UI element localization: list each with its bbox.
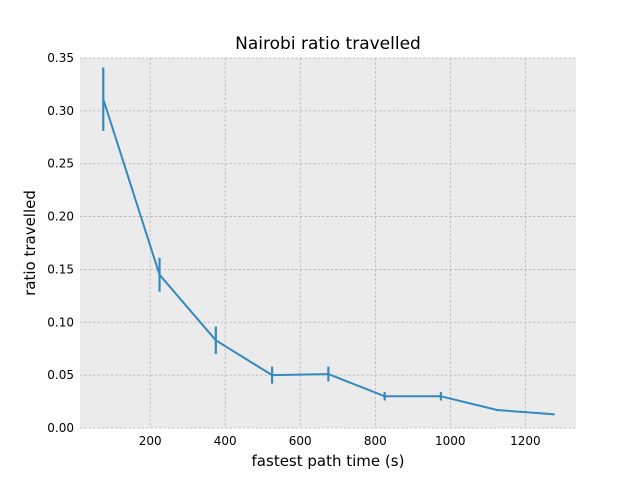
y-axis-label: ratio travelled xyxy=(21,190,39,296)
x-axis-label: fastest path time (s) xyxy=(252,452,405,470)
y-tick-label: 0.10 xyxy=(47,315,74,329)
y-tick-label: 0.25 xyxy=(47,157,74,171)
x-tick-label: 200 xyxy=(139,434,162,448)
series-lines xyxy=(102,98,554,416)
y-tick-label: 0.00 xyxy=(47,421,74,435)
plot-area xyxy=(80,58,576,428)
x-tick-label: 1000 xyxy=(435,434,466,448)
y-tick-label: 0.20 xyxy=(47,210,74,224)
x-tick-label: 400 xyxy=(214,434,237,448)
y-tick-label: 0.15 xyxy=(47,262,74,276)
series-line xyxy=(102,98,554,416)
y-tick-label: 0.35 xyxy=(47,51,74,65)
x-tick-label: 600 xyxy=(289,434,312,448)
y-tick-label: 0.05 xyxy=(47,368,74,382)
tick-labels: 200 400 600 800 1000 1200 0.00 0.05 0.10 0.15 0.20… xyxy=(47,51,540,448)
y-tick-label: 0.30 xyxy=(47,104,74,118)
x-tick-label: 800 xyxy=(364,434,387,448)
x-tick-label: 1200 xyxy=(510,434,541,448)
chart-title: Nairobi ratio travelled xyxy=(235,34,421,54)
